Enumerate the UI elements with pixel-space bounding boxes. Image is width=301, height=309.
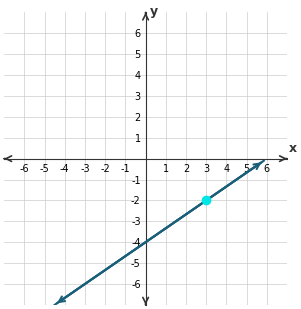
Text: y: y [150,5,158,18]
Text: x: x [289,142,297,155]
